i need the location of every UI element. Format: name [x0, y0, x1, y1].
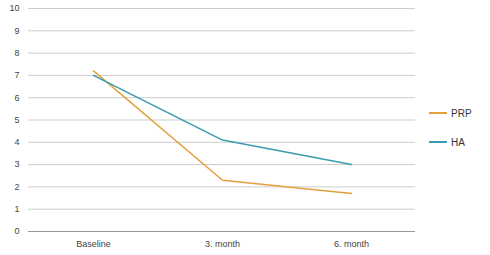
svg-text:3: 3 [14, 159, 19, 169]
svg-text:3. month: 3. month [205, 239, 240, 249]
svg-text:10: 10 [9, 3, 19, 13]
html-text:HA: HA [451, 136, 465, 148]
svg-text:4: 4 [14, 137, 19, 147]
svg-text:5: 5 [14, 115, 19, 125]
svg-text:0: 0 [14, 226, 19, 236]
svg-text:2: 2 [14, 182, 19, 192]
svg-text:7: 7 [14, 70, 19, 80]
svg-text:9: 9 [14, 26, 19, 36]
svg-text:Baseline: Baseline [76, 239, 111, 249]
svg-text:6. month: 6. month [334, 239, 369, 249]
svg-text:6: 6 [14, 93, 19, 103]
html-text:PRP: PRP [451, 107, 472, 119]
svg-text:8: 8 [14, 48, 19, 58]
svg-text:1: 1 [14, 204, 19, 214]
